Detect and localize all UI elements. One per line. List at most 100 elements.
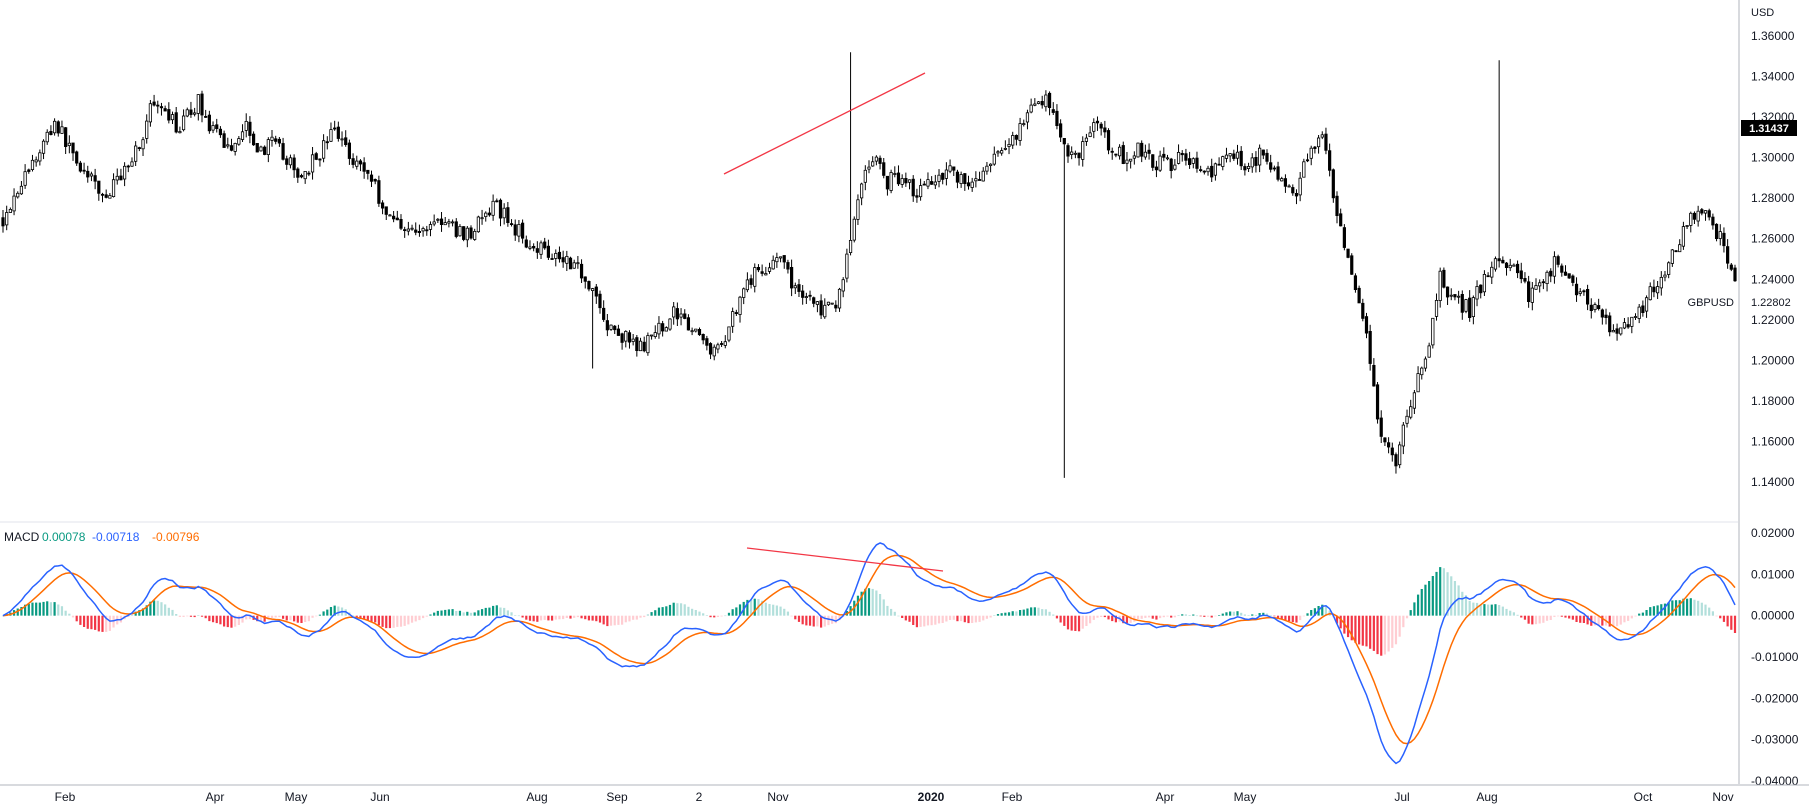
candle-body <box>1206 167 1210 173</box>
candle-body <box>366 169 370 174</box>
macd-hist-bar <box>270 615 274 619</box>
candle-body <box>697 328 702 336</box>
candle-body <box>395 217 399 221</box>
macd-hist-bar <box>971 615 974 623</box>
candle-body <box>963 173 967 185</box>
candle-body <box>1586 288 1590 305</box>
candle <box>922 181 926 186</box>
candle-body <box>1342 227 1346 248</box>
candle <box>111 173 116 198</box>
macd-hist-bar <box>661 607 664 616</box>
candle <box>1663 271 1667 282</box>
macd-hist-bar <box>1074 615 1077 631</box>
candle <box>1593 302 1597 313</box>
candle <box>1479 284 1483 299</box>
macd-hist-bar <box>296 615 299 623</box>
candle-body <box>701 333 705 341</box>
candle <box>826 301 831 306</box>
candle <box>1302 158 1306 178</box>
candle-body <box>1243 166 1247 171</box>
candle <box>1486 272 1490 278</box>
candle <box>893 166 897 178</box>
price-pane[interactable] <box>1 52 1737 478</box>
candle <box>889 169 893 194</box>
candle-body <box>782 255 786 263</box>
candle-body <box>1552 256 1557 277</box>
candle <box>1681 221 1686 250</box>
macd-hist-bar <box>1593 615 1597 626</box>
macd-hist-bar <box>477 610 480 616</box>
macd-pane[interactable]: MACD 0.00078 -0.00718 -0.00796 <box>1 530 1737 765</box>
candle <box>808 290 812 301</box>
candle-body <box>82 169 86 172</box>
macd-hist-bar <box>808 615 812 626</box>
macd-hist-bar <box>145 605 148 616</box>
candle <box>259 145 263 152</box>
candle <box>1442 267 1446 289</box>
candle-body <box>1578 291 1582 294</box>
candle-body <box>1191 158 1195 164</box>
candle-body <box>1471 297 1475 318</box>
candle-body <box>786 262 790 270</box>
macd-hist-bar <box>550 615 554 621</box>
right-price-scale[interactable]: USD 1.360001.340001.320001.300001.280001… <box>1688 0 1799 788</box>
macd-hist-bar <box>407 615 410 625</box>
candle-body <box>561 257 565 263</box>
macd-hist-bar <box>860 591 863 616</box>
candle-body <box>56 121 60 134</box>
candle-body <box>598 293 602 309</box>
macd-hist-bar <box>1586 615 1589 625</box>
candle-body <box>778 256 783 259</box>
macd-hist-bar <box>1487 604 1490 616</box>
macd-hist-bar <box>1070 615 1073 631</box>
macd-hist-bar <box>1251 614 1254 616</box>
candle <box>1416 366 1420 393</box>
price-trendline[interactable] <box>723 72 926 175</box>
candle <box>281 137 285 161</box>
macd-hist-bar <box>1464 595 1468 616</box>
candle-body <box>1449 294 1453 297</box>
candle-body <box>19 185 24 195</box>
macd-hist-bar <box>982 615 985 621</box>
candle <box>1261 149 1265 160</box>
macd-hist-bar <box>1509 610 1512 616</box>
macd-hist-bar <box>31 602 34 616</box>
candle-body <box>1283 178 1288 187</box>
macd-hist-bar <box>193 615 196 618</box>
macd-hist-bar <box>598 615 602 623</box>
candle <box>8 207 12 213</box>
candle-body <box>1305 159 1310 162</box>
candle <box>1062 137 1066 478</box>
candle <box>771 255 775 270</box>
candle-body <box>181 115 186 131</box>
candle-body <box>911 178 915 197</box>
candle <box>941 172 945 185</box>
macd-hist-bar <box>363 615 366 620</box>
candle-body <box>355 160 359 167</box>
candle <box>1707 208 1711 221</box>
macd-hist-bar <box>1619 615 1622 625</box>
candle-body <box>1674 250 1678 253</box>
candle <box>270 130 274 147</box>
candle-body <box>1302 161 1306 178</box>
candle <box>521 219 525 244</box>
time-scale[interactable]: Feb Apr May Jun Aug Sep 2 Nov 2020 Feb Apr May Jul Au… <box>0 784 1809 804</box>
macd-hist-bar <box>418 615 421 621</box>
macd-hist-bar <box>1203 615 1206 617</box>
macd-hist-bar <box>676 603 679 616</box>
candle <box>1121 141 1125 165</box>
macd-hist-bar <box>90 615 93 630</box>
candle <box>248 116 252 144</box>
candle-body <box>1689 212 1693 226</box>
macd-trendline[interactable] <box>746 547 944 572</box>
candle <box>1084 133 1089 146</box>
macd-hist-bar <box>746 599 749 616</box>
last-price-badge-bg <box>1741 120 1797 136</box>
candle-body <box>941 172 945 180</box>
candle <box>1523 272 1527 284</box>
macd-histogram <box>1 567 1737 656</box>
candle <box>1221 155 1225 171</box>
candle <box>189 101 193 118</box>
macd-hist-bar <box>775 605 778 616</box>
